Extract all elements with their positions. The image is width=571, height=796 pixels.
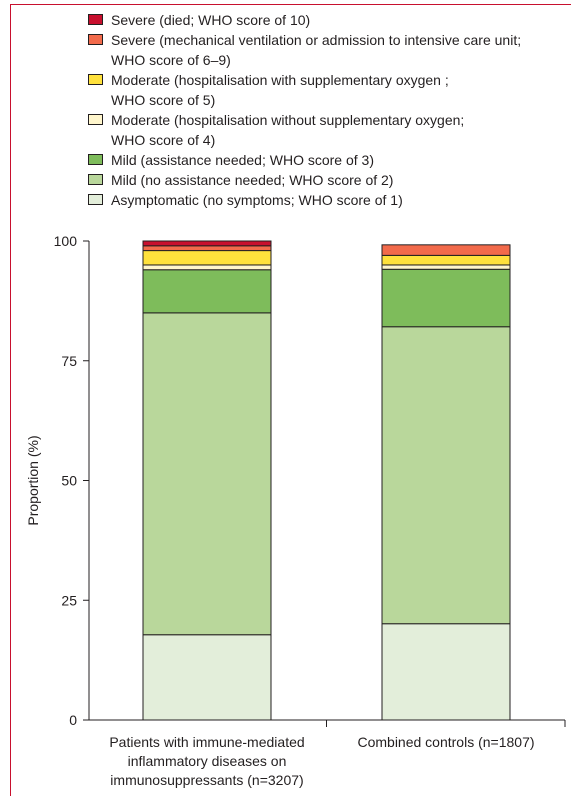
- bar-segment: [381, 244, 511, 256]
- bar-segment: [142, 312, 272, 636]
- legend-item: Mild (assistance needed; WHO score of 3): [88, 150, 568, 170]
- legend-item: Asymptomatic (no symptoms; WHO score of …: [88, 190, 568, 210]
- bar-segment: [142, 240, 272, 247]
- legend-swatch: [88, 194, 103, 205]
- bar-segment: [381, 264, 511, 270]
- y-tick-label: 75: [61, 353, 77, 369]
- bar-segment: [142, 269, 272, 314]
- y-axis-label: Proportion (%): [25, 435, 41, 525]
- bar-segment: [381, 326, 511, 625]
- legend-item: Severe (mechanical ventilation or admiss…: [88, 30, 568, 70]
- legend-swatch: [88, 74, 103, 85]
- legend-label: Moderate (hospitalisation without supple…: [111, 112, 465, 148]
- legend-item: Moderate (hospitalisation with supplemen…: [88, 70, 568, 110]
- legend-swatch: [88, 154, 103, 165]
- legend-label: Mild (no assistance needed; WHO score of…: [111, 172, 394, 188]
- y-tick-label: 0: [69, 712, 77, 728]
- legend-label: Severe (mechanical ventilation or admiss…: [111, 32, 522, 68]
- legend-item: Moderate (hospitalisation without supple…: [88, 110, 568, 150]
- bar-segment: [381, 623, 511, 721]
- bar-segment: [142, 264, 272, 271]
- legend-item: Severe (died; WHO score of 10): [88, 10, 568, 30]
- legend-label: Severe (died; WHO score of 10): [111, 12, 311, 28]
- y-tick-label: 50: [61, 473, 77, 489]
- frame-top-rule: [10, 4, 571, 5]
- legend-item: Mild (no assistance needed; WHO score of…: [88, 170, 568, 190]
- legend-label: Asymptomatic (no symptoms; WHO score of …: [111, 192, 403, 208]
- bar-segment: [142, 250, 272, 266]
- y-tick-label: 25: [61, 592, 77, 608]
- legend-swatch: [88, 14, 103, 25]
- legend-label: Moderate (hospitalisation with supplemen…: [111, 72, 449, 108]
- y-tick-label: 100: [54, 233, 78, 249]
- legend-label: Mild (assistance needed; WHO score of 3): [111, 152, 374, 168]
- frame-left-rule: [10, 4, 11, 796]
- legend-swatch: [88, 114, 103, 125]
- bar-segment: [381, 268, 511, 328]
- legend-swatch: [88, 34, 103, 45]
- legend-swatch: [88, 174, 103, 185]
- chart-legend: Severe (died; WHO score of 10) Severe (me…: [88, 10, 568, 210]
- x-category-label: Patients with immune-mediated inflammato…: [109, 734, 305, 788]
- bar-segment: [142, 245, 272, 252]
- x-category-label: Combined controls (n=1807): [357, 734, 535, 750]
- bar-segment: [142, 634, 272, 721]
- bar-segment: [381, 254, 511, 266]
